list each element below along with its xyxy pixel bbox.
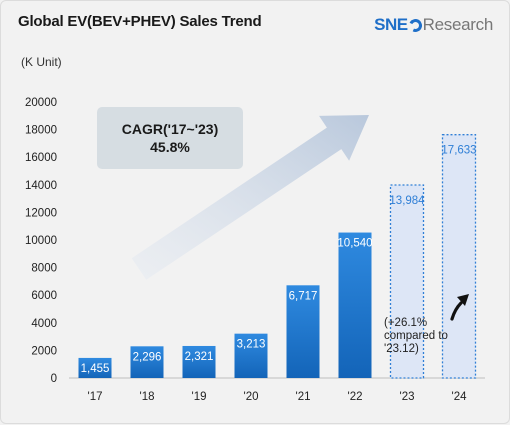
forecast-bar [389, 184, 425, 379]
y-tick-label: 0 [51, 373, 57, 385]
bar [234, 333, 268, 378]
x-tick-label: '23 [400, 391, 415, 403]
y-axis-unit: (K Unit) [21, 55, 62, 69]
bar-value-label: 6,717 [289, 290, 318, 302]
logo-research-text: Research [422, 15, 494, 34]
bar [78, 357, 112, 378]
y-tick-label: 4000 [31, 318, 57, 330]
y-tick-label: 16000 [25, 152, 57, 164]
bar [286, 285, 320, 378]
x-tick-label: '24 [452, 391, 468, 403]
y-tick-label: 8000 [31, 263, 57, 275]
y-tick-label: 6000 [31, 290, 57, 302]
bar-value-label: 3,213 [237, 339, 266, 351]
y-tick-label: 14000 [25, 180, 57, 192]
cagr-label: CAGR('17~'23) [121, 121, 219, 137]
x-tick-label: '20 [244, 391, 259, 403]
y-tick-label: 2000 [31, 345, 57, 357]
bar-value-label: 2,296 [133, 351, 162, 363]
x-tick-label: '22 [348, 391, 363, 403]
y-tick-label: 10000 [25, 235, 57, 247]
y-tick-label: 12000 [25, 207, 57, 219]
y-tick-label: 20000 [25, 97, 57, 109]
bar [182, 345, 216, 378]
x-tick-label: '18 [140, 391, 155, 403]
y-tick-label: 18000 [25, 125, 57, 137]
x-tick-label: '19 [192, 391, 207, 403]
cagr-callout: CAGR('17~'23) 45.8% [97, 107, 243, 169]
forecast-bar [441, 134, 477, 379]
chart-title: Global EV(BEV+PHEV) Sales Trend [18, 13, 262, 30]
x-tick-label: '17 [88, 391, 103, 403]
bar [130, 346, 164, 378]
bar-value-label: 2,321 [185, 351, 214, 363]
cagr-value: 45.8% [150, 139, 190, 155]
bar-value-label: 17,633 [441, 145, 476, 157]
bar-value-label: 10,540 [337, 238, 372, 250]
growth-arrow [131, 115, 369, 280]
bar [338, 232, 372, 378]
sne-research-logo: SNE Research [374, 15, 493, 35]
x-tick-label: '21 [296, 391, 311, 403]
bar-value-label: 1,455 [81, 363, 110, 375]
bar-value-label: 13,984 [389, 195, 425, 207]
logo-sne-text: SNE [374, 15, 408, 34]
growth-note: (+26.1% compared to '23.12) [384, 317, 448, 355]
curved-up-arrow-icon [450, 294, 469, 321]
